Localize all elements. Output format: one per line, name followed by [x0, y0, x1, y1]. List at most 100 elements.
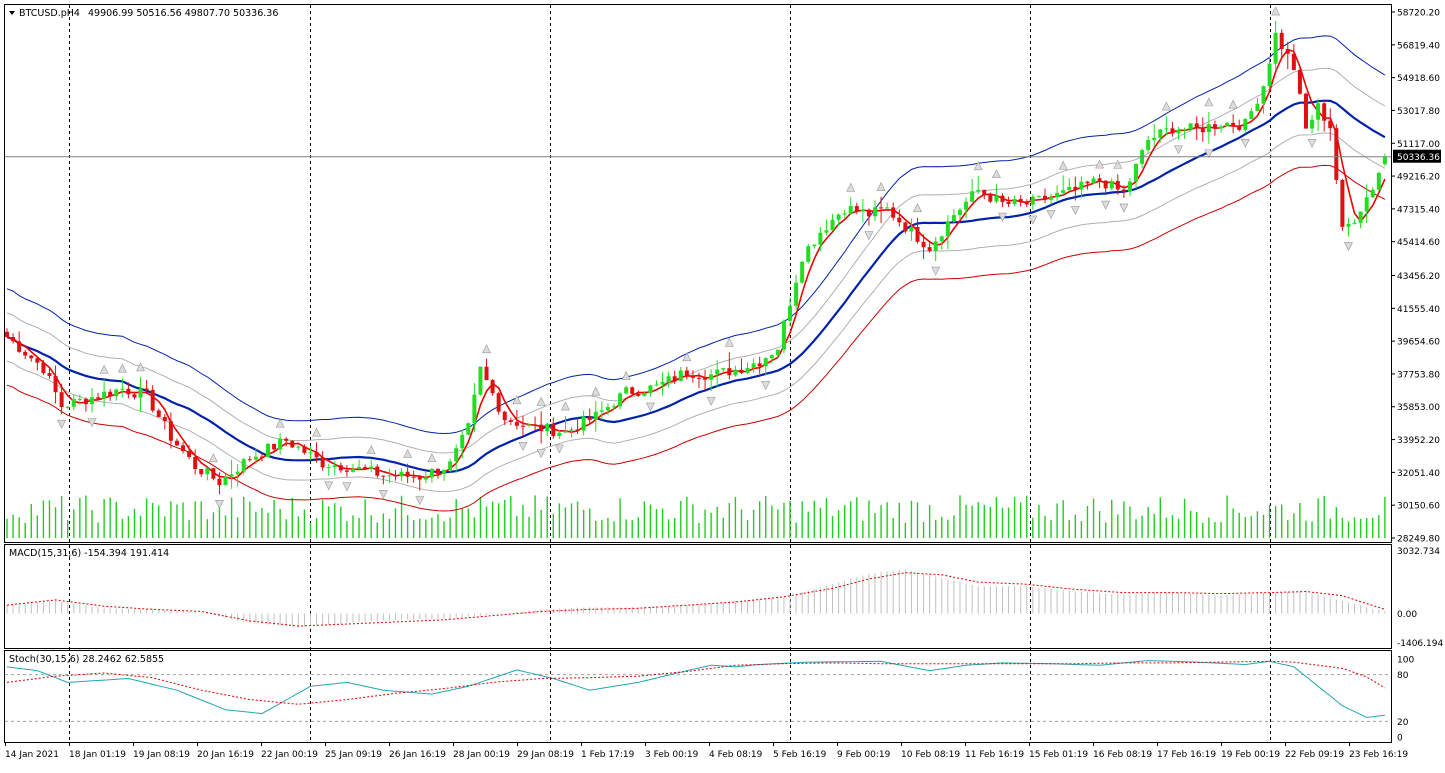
candle-body — [381, 475, 386, 477]
time-tick-label: 29 Jan 08:19 — [517, 750, 574, 760]
price-tick-label: 41555.40 — [1397, 305, 1440, 315]
candle-body — [666, 376, 671, 382]
price-tick-label: 33952.20 — [1397, 436, 1440, 446]
candle-body — [472, 394, 477, 424]
candle-body — [442, 469, 447, 474]
symbol-label: BTCUSD.pH4 — [19, 8, 80, 19]
candle-body — [1376, 172, 1381, 190]
candle-body — [272, 443, 277, 450]
candle-body — [168, 421, 173, 441]
fractal-up-icon — [913, 203, 922, 213]
candle-body — [241, 459, 246, 472]
fast-ma-line — [6, 48, 1386, 480]
candle-body — [5, 331, 9, 338]
candle-body — [545, 423, 550, 432]
candle-body — [1358, 211, 1363, 223]
fractal-up-icon — [1095, 159, 1105, 169]
fractal-down-icon — [87, 418, 97, 428]
fractal-down-icon — [761, 381, 771, 391]
candle-body — [1340, 179, 1345, 227]
fractal-down-icon — [324, 481, 334, 491]
fractal-down-icon — [997, 212, 1007, 222]
fractal-up-icon — [312, 427, 322, 437]
candle-body — [830, 219, 835, 231]
fractal-up-icon — [846, 182, 856, 192]
fractal-down-icon — [1028, 215, 1038, 225]
candle-body — [1328, 120, 1333, 129]
candle-body — [156, 410, 161, 417]
candle-body — [89, 397, 94, 405]
price-panel[interactable] — [4, 4, 1392, 543]
candle-body — [1382, 156, 1387, 165]
macd-tick-label: 3032.734 — [1397, 547, 1440, 557]
candle-body — [575, 429, 580, 431]
candle-body — [1000, 195, 1005, 203]
macd-label: MACD(15,31,6) -154.394 191.414 — [9, 548, 169, 559]
price-tick-label: 47315.40 — [1397, 205, 1440, 215]
candle-body — [1067, 186, 1072, 191]
candle-body — [654, 384, 659, 386]
candle-body — [794, 282, 799, 306]
fractal-up-icon — [591, 386, 601, 396]
triangle-down-icon[interactable] — [9, 11, 15, 15]
candle-body — [1036, 195, 1041, 197]
candle-body — [642, 393, 647, 396]
candle-body — [788, 305, 793, 321]
candle-body — [296, 446, 301, 448]
candle-body — [696, 377, 701, 379]
candle-body — [23, 351, 28, 356]
candle-body — [217, 478, 222, 486]
candle-body — [435, 468, 440, 474]
macd-panel[interactable] — [4, 544, 1392, 649]
time-tick-label: 11 Feb 16:19 — [965, 750, 1024, 760]
candle-body — [1310, 119, 1315, 129]
candle-body — [1194, 123, 1199, 128]
candle-body — [29, 355, 34, 359]
price-tick-label: 32051.40 — [1397, 469, 1440, 479]
candle-body — [618, 393, 623, 407]
candle-body — [897, 217, 902, 223]
candle-body — [672, 376, 677, 381]
candle-body — [284, 438, 289, 441]
price-tick-label: 28249.80 — [1397, 535, 1440, 545]
macd-tick-label: 0.00 — [1397, 610, 1417, 620]
upper-band-line — [6, 35, 1386, 435]
candle-body — [648, 385, 653, 394]
candle-body — [1200, 127, 1205, 133]
fractal-down-icon — [1204, 149, 1214, 159]
time-tick-label: 20 Jan 16:19 — [197, 750, 254, 760]
candle-body — [193, 456, 198, 470]
candle-body — [733, 369, 738, 376]
stoch-panel[interactable] — [4, 650, 1392, 743]
time-tick-label: 15 Feb 01:19 — [1029, 750, 1088, 760]
candle-body — [199, 469, 204, 475]
stoch-tick-label: 80 — [1397, 671, 1409, 681]
candle-body — [393, 475, 398, 477]
candle-body — [350, 468, 355, 472]
candle-body — [806, 246, 811, 262]
time-tick-label: 9 Feb 00:19 — [837, 750, 891, 760]
candle-body — [976, 189, 981, 192]
candle-body — [77, 398, 82, 400]
price-tick-label: 53017.80 — [1397, 107, 1440, 117]
candle-body — [1164, 128, 1169, 130]
current-price-box — [1393, 149, 1441, 163]
candle-body — [205, 468, 210, 475]
candle-body — [1279, 32, 1284, 49]
candle-body — [11, 337, 16, 342]
candle-body — [1231, 122, 1236, 126]
candle-body — [1073, 186, 1078, 190]
candle-body — [17, 341, 22, 352]
candle-body — [1285, 48, 1290, 54]
fractal-up-icon — [366, 444, 376, 454]
fractal-down-icon — [57, 419, 67, 429]
candle-body — [885, 207, 890, 209]
fractal-up-icon — [876, 181, 886, 191]
candle-body — [842, 213, 847, 215]
candle-body — [533, 424, 538, 426]
candle-body — [326, 467, 331, 469]
candle-body — [1134, 163, 1139, 182]
candle-body — [102, 391, 107, 399]
